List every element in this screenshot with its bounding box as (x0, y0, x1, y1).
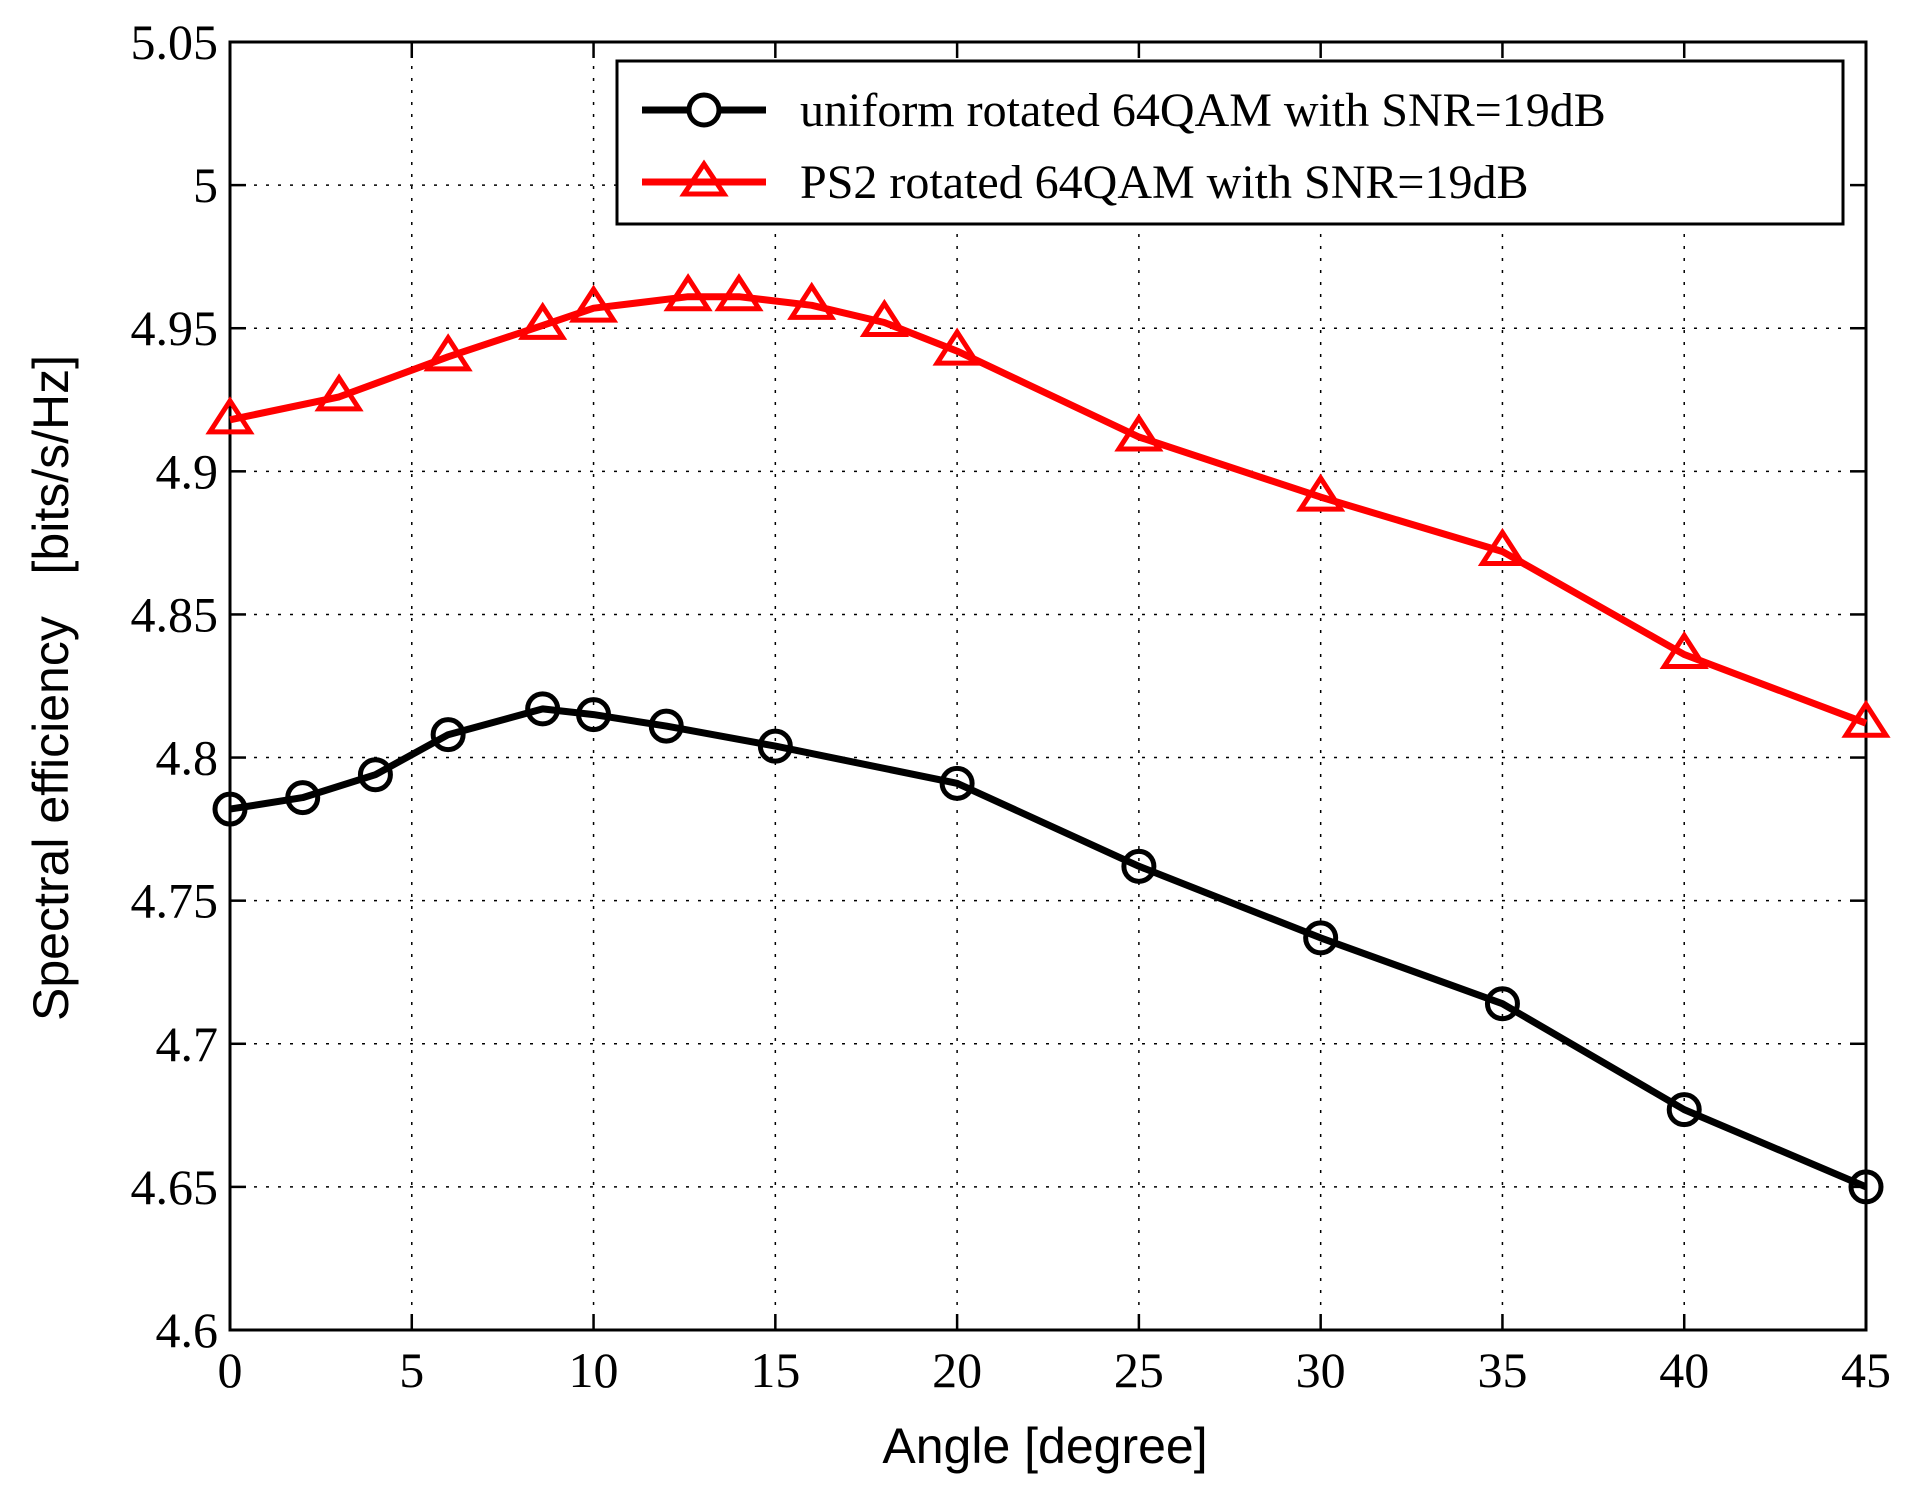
data-point-circle (1666, 1092, 1702, 1128)
series-uniform (212, 691, 1884, 1205)
x-tick-label: 10 (569, 1342, 619, 1398)
data-point-circle (648, 708, 684, 744)
data-point-triangle (205, 396, 255, 435)
legend-marker-ps2 (679, 159, 729, 197)
y-tick-label: 4.95 (131, 300, 219, 356)
x-tick-label: 30 (1296, 1342, 1346, 1398)
data-point-circle (1121, 848, 1157, 884)
y-tick-label: 4.75 (131, 873, 219, 929)
data-point-circle (525, 691, 561, 727)
y-tick-label: 4.7 (156, 1016, 219, 1072)
data-point-triangle (859, 298, 909, 337)
data-point-circle (1303, 920, 1339, 956)
x-tick-label: 15 (750, 1342, 800, 1398)
data-point-triangle (1296, 473, 1346, 512)
data-point-circle (1848, 1169, 1884, 1205)
x-tick-label: 40 (1659, 1342, 1709, 1398)
data-point-triangle (1114, 413, 1164, 452)
y-tick-label: 4.9 (156, 443, 219, 499)
x-tick-label: 20 (932, 1342, 982, 1398)
data-point-circle (939, 765, 975, 801)
axis-ticks (228, 40, 1868, 1332)
y-axis-title: Spectral efficiency [bits/s/Hz] (23, 355, 79, 1021)
x-axis-title: Angle [degree] (882, 1418, 1207, 1474)
tick-labels: 0 5 10 15 20 25 30 35 40 45 4.6 4.65 4.7 4.75 4.8 4.85 4… (131, 14, 1892, 1398)
legend-label-uniform: uniform rotated 64QAM with SNR=19dB (800, 84, 1606, 137)
x-tick-label: 45 (1841, 1342, 1891, 1398)
data-point-triangle (714, 273, 764, 312)
x-tick-label: 35 (1477, 1342, 1527, 1398)
y-tick-label: 5 (193, 157, 218, 213)
y-tick-label: 4.6 (156, 1302, 219, 1358)
data-series (205, 273, 1891, 1205)
data-point-triangle (663, 273, 713, 312)
legend: uniform rotated 64QAM with SNR=19dB PS2 … (615, 59, 1845, 226)
data-point-triangle (1841, 699, 1891, 738)
data-point-triangle (518, 301, 568, 340)
legend-marker-uniform (686, 92, 722, 128)
y-tick-label: 4.65 (131, 1159, 219, 1215)
legend-box (615, 59, 1845, 226)
data-point-triangle (314, 373, 364, 412)
series-ps2 (205, 273, 1891, 738)
data-point-circle (1484, 986, 1520, 1022)
series-line (229, 293, 1868, 727)
data-point-triangle (423, 333, 473, 372)
data-point-circle (285, 780, 321, 816)
data-point-triangle (932, 327, 982, 366)
data-point-triangle (787, 281, 837, 320)
data-point-triangle (1477, 527, 1528, 566)
x-tick-label: 0 (218, 1342, 243, 1398)
legend-label-ps2: PS2 rotated 64QAM with SNR=19dB (800, 156, 1528, 209)
data-point-circle (430, 717, 466, 753)
data-point-triangle (1659, 630, 1709, 670)
data-point-triangle (568, 284, 619, 323)
y-tick-label: 5.05 (131, 14, 219, 70)
y-tick-label: 4.85 (131, 586, 219, 642)
data-point-circle (757, 728, 793, 764)
data-point-circle (576, 697, 612, 733)
x-tick-label: 5 (399, 1342, 424, 1398)
data-point-circle (212, 791, 248, 827)
x-tick-label: 25 (1114, 1342, 1164, 1398)
y-tick-label: 4.8 (156, 730, 219, 786)
plot-frame (228, 40, 1868, 1332)
data-point-circle (357, 757, 393, 793)
